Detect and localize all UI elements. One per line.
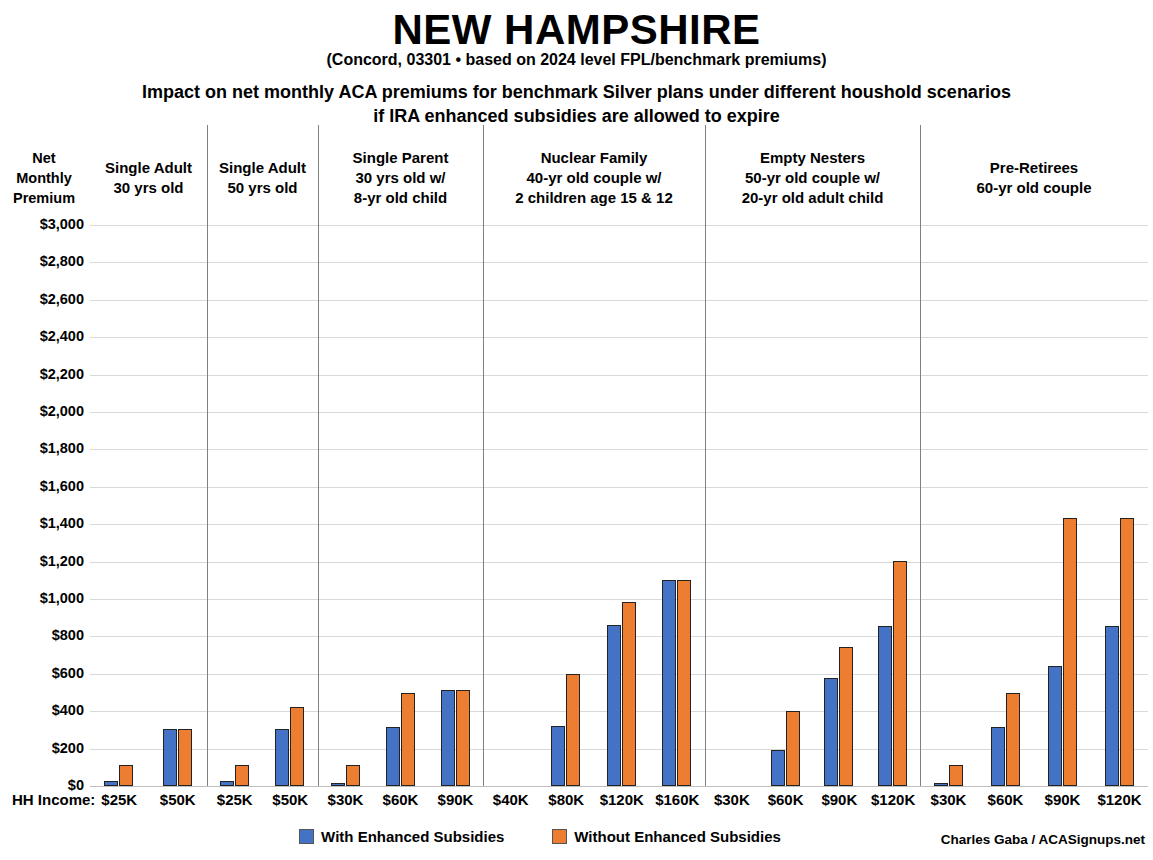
panel-separator-line — [705, 125, 706, 786]
chart-subtitle: (Concord, 03301 • based on 2024 level FP… — [0, 51, 1153, 69]
chart-heading-line2: if IRA enhanced subsidies are allowed to… — [0, 104, 1153, 128]
panel-header: Nuclear Family 40-yr old couple w/ 2 chi… — [483, 138, 705, 218]
panel-header: Empty Nesters 50-yr old couple w/ 20-yr … — [705, 138, 920, 218]
y-axis-tick-label: $1,600 — [0, 478, 84, 494]
bar-with-enhanced-subsidies — [1048, 666, 1062, 786]
bar-with-enhanced-subsidies — [104, 781, 118, 786]
bar-with-enhanced-subsidies — [386, 727, 400, 786]
bar-without-enhanced-subsidies — [1120, 518, 1134, 786]
gridline — [90, 412, 1148, 413]
bar-without-enhanced-subsidies — [235, 765, 249, 786]
y-axis-tick-label: $600 — [0, 665, 84, 681]
panel-header: Single Parent 30 yrs old w/ 8-yr old chi… — [318, 138, 483, 218]
chart-canvas: NEW HAMPSHIRE (Concord, 03301 • based on… — [0, 0, 1153, 860]
legend-item: With Enhanced Subsidies — [299, 828, 504, 845]
bar-without-enhanced-subsidies — [893, 561, 907, 786]
bar-without-enhanced-subsidies — [401, 693, 415, 786]
y-axis-tick-label: $2,800 — [0, 253, 84, 269]
legend-swatch-icon — [552, 829, 567, 844]
gridline — [90, 786, 1148, 787]
gridline — [90, 300, 1148, 301]
y-axis-tick-label: $400 — [0, 702, 84, 718]
y-axis-tick-label: $2,200 — [0, 366, 84, 382]
bar-with-enhanced-subsidies — [991, 727, 1005, 786]
x-axis-prefix-label: HH Income: — [12, 791, 95, 808]
legend-label: With Enhanced Subsidies — [321, 828, 504, 845]
bar-without-enhanced-subsidies — [677, 580, 691, 786]
bar-with-enhanced-subsidies — [934, 783, 948, 786]
legend: With Enhanced Subsidies Without Enhanced … — [120, 828, 960, 845]
bar-with-enhanced-subsidies — [441, 690, 455, 786]
y-axis-tick-label: $1,800 — [0, 440, 84, 456]
gridline — [90, 375, 1148, 376]
chart-heading: Impact on net monthly ACA premiums for b… — [0, 80, 1153, 128]
gridline — [90, 599, 1148, 600]
credit-attribution: Charles Gaba / ACASignups.net — [941, 832, 1145, 847]
bar-with-enhanced-subsidies — [662, 580, 676, 786]
bar-with-enhanced-subsidies — [1105, 626, 1119, 786]
gridline — [90, 337, 1148, 338]
y-axis-tick-label: $2,400 — [0, 328, 84, 344]
bar-with-enhanced-subsidies — [607, 625, 621, 786]
bar-without-enhanced-subsidies — [622, 602, 636, 786]
legend-swatch-icon — [299, 829, 314, 844]
gridline — [90, 225, 1148, 226]
panel-separator-line — [483, 125, 484, 786]
bar-without-enhanced-subsidies — [290, 707, 304, 786]
bar-without-enhanced-subsidies — [839, 647, 853, 786]
gridline — [90, 562, 1148, 563]
panel-separator-line — [920, 125, 921, 786]
chart-title: NEW HAMPSHIRE — [0, 6, 1153, 54]
y-axis-tick-label: $1,000 — [0, 590, 84, 606]
bar-without-enhanced-subsidies — [456, 690, 470, 786]
bar-with-enhanced-subsidies — [331, 783, 345, 786]
y-axis-tick-label: $200 — [0, 740, 84, 756]
bar-without-enhanced-subsidies — [566, 674, 580, 786]
panel-separator-line — [318, 125, 319, 786]
panel-header: Pre-Retirees 60-yr old couple — [920, 138, 1148, 218]
panel-separator-line — [207, 125, 208, 786]
bar-without-enhanced-subsidies — [119, 765, 133, 786]
bar-without-enhanced-subsidies — [786, 711, 800, 786]
bar-without-enhanced-subsidies — [1006, 693, 1020, 786]
y-axis-tick-label: $2,000 — [0, 403, 84, 419]
bar-with-enhanced-subsidies — [771, 750, 785, 786]
y-axis-tick-label: $1,400 — [0, 515, 84, 531]
bar-without-enhanced-subsidies — [346, 765, 360, 786]
y-axis-title: Net Monthly Premium — [0, 138, 88, 218]
bar-without-enhanced-subsidies — [949, 765, 963, 786]
bar-without-enhanced-subsidies — [1063, 518, 1077, 786]
bar-with-enhanced-subsidies — [275, 729, 289, 786]
y-axis-tick-label: $800 — [0, 627, 84, 643]
gridline — [90, 487, 1148, 488]
bar-with-enhanced-subsidies — [163, 729, 177, 786]
x-axis-category-label: $120K — [1085, 791, 1153, 808]
chart-heading-line1: Impact on net monthly ACA premiums for b… — [0, 80, 1153, 104]
gridline — [90, 524, 1148, 525]
gridline — [90, 449, 1148, 450]
legend-label: Without Enhanced Subsidies — [574, 828, 781, 845]
panel-header: Single Adult 30 yrs old — [90, 138, 207, 218]
bar-with-enhanced-subsidies — [551, 726, 565, 786]
legend-item: Without Enhanced Subsidies — [552, 828, 781, 845]
y-axis-tick-label: $3,000 — [0, 216, 84, 232]
y-axis-tick-label: $1,200 — [0, 553, 84, 569]
gridline — [90, 262, 1148, 263]
bar-with-enhanced-subsidies — [824, 678, 838, 786]
bar-with-enhanced-subsidies — [220, 781, 234, 786]
panel-header: Single Adult 50 yrs old — [207, 138, 318, 218]
bar-with-enhanced-subsidies — [878, 626, 892, 786]
bar-without-enhanced-subsidies — [178, 729, 192, 786]
y-axis-tick-label: $2,600 — [0, 291, 84, 307]
